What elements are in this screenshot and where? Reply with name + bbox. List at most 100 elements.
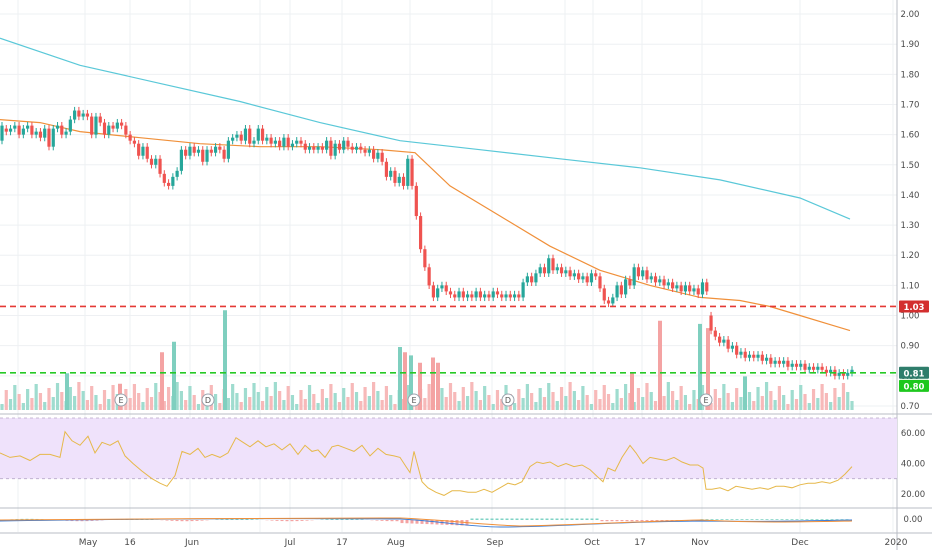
candle-body (351, 147, 354, 150)
candle-body (137, 144, 140, 156)
volume-bar (111, 385, 114, 410)
candle-body (795, 364, 798, 367)
candle-body (13, 126, 16, 129)
volume-bar (176, 382, 179, 410)
macd-histogram-bar (386, 520, 389, 521)
candle-body (385, 162, 388, 177)
candle-body (269, 138, 272, 144)
candle-body (342, 141, 345, 150)
volume-bar (82, 391, 85, 410)
event-marker-label: D (205, 396, 211, 405)
candle-body (86, 114, 89, 117)
event-marker-label: D (505, 396, 511, 405)
macd-histogram-bar (581, 519, 584, 521)
candle-body (141, 147, 144, 156)
volume-bar (248, 397, 251, 410)
volume-bar (735, 388, 738, 410)
volume-bar (714, 389, 717, 410)
candle-body (756, 355, 759, 358)
macd-histogram-bar (376, 520, 379, 521)
time-axis-label: Dec (791, 538, 808, 548)
macd-histogram-bar (381, 520, 384, 521)
volume-bar (611, 403, 614, 410)
macd-histogram-bar (606, 520, 609, 521)
macd-histogram-bar (296, 520, 299, 521)
volume-bar (748, 392, 751, 410)
macd-histogram-bar (786, 519, 789, 520)
volume-bar (13, 385, 16, 410)
volume-bar (316, 403, 319, 410)
candle-body (423, 249, 426, 267)
volume-bar (816, 398, 819, 410)
volume-bar (103, 390, 106, 410)
volume-bar (586, 395, 589, 410)
candle-body (248, 129, 251, 144)
candle-body (675, 285, 678, 288)
volume-bar (393, 404, 396, 410)
macd-histogram-bar (536, 519, 539, 521)
macd-histogram-bar (806, 519, 809, 520)
macd-histogram-bar (826, 519, 829, 520)
macd-histogram-bar (481, 519, 484, 521)
candle-body (774, 361, 777, 364)
candle-body (329, 141, 332, 156)
candle-body (581, 276, 584, 279)
candle-body (99, 117, 102, 123)
candle-body (52, 129, 55, 147)
candle-body (133, 141, 136, 144)
candle-body (816, 367, 819, 370)
macd-histogram-bar (746, 519, 749, 520)
volume-bar (457, 401, 460, 410)
macd-histogram-bar (551, 519, 554, 521)
candle-body (163, 174, 166, 183)
candle-body (73, 111, 76, 120)
volume-bar (556, 401, 559, 410)
volume-bar (30, 398, 33, 410)
macd-histogram-bar (511, 519, 514, 521)
volume-bar (727, 393, 730, 410)
time-axis-label: 16 (124, 538, 136, 548)
volume-bar (684, 395, 687, 410)
macd-histogram-bar (576, 519, 579, 521)
volume-bar (590, 404, 593, 410)
macd-histogram-bar (646, 520, 649, 521)
macd-histogram-bar (736, 519, 739, 520)
macd-histogram-bar (756, 519, 759, 520)
macd-histogram-bar (591, 519, 594, 521)
macd-axis-label: 0.00 (904, 515, 923, 525)
volume-bar (496, 390, 499, 410)
candle-body (573, 273, 576, 276)
candle-body (150, 159, 153, 165)
candle-body (201, 150, 204, 162)
volume-bar (667, 382, 670, 410)
candle-body (846, 373, 849, 376)
volume-bar (821, 384, 824, 410)
price-axis-label: 1.10 (901, 281, 920, 291)
candle-body (197, 150, 200, 153)
candle-body (748, 355, 751, 358)
candle-body (722, 340, 725, 343)
macd-histogram-bar (796, 519, 799, 520)
volume-bar (774, 400, 777, 410)
volume-bar (278, 391, 281, 410)
macd-histogram-bar (281, 520, 284, 521)
volume-bar (833, 388, 836, 410)
candle-body (449, 291, 452, 294)
volume-bar (269, 396, 272, 410)
candle-body (752, 355, 755, 358)
rsi-axis-label: 40.00 (901, 460, 925, 470)
candle-body (410, 159, 413, 186)
price-axis-label: 1.90 (901, 40, 920, 50)
volume-bar (581, 386, 584, 410)
candle-body (739, 352, 742, 355)
time-axis-label: Sep (487, 538, 504, 548)
candle-body (709, 316, 712, 331)
volume-bar (470, 382, 473, 410)
price-axis-label: 2.00 (901, 10, 920, 20)
candle-body (167, 183, 170, 186)
volume-bar (227, 398, 230, 410)
macd-histogram-bar (431, 520, 434, 524)
macd-histogram-bar (221, 519, 224, 520)
macd-histogram-bar (601, 520, 604, 521)
time-axis-label: May (79, 538, 98, 548)
